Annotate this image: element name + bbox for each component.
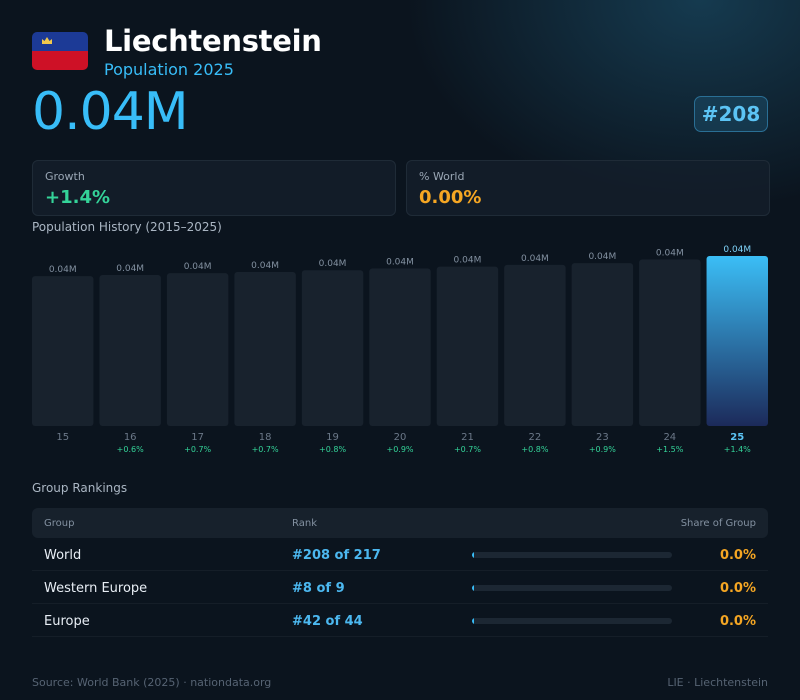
bar-22	[504, 264, 566, 426]
table-row: Western Europe #8 of 9 0.0%	[32, 571, 768, 604]
table-header: Group Rank Share of Group	[32, 508, 768, 538]
value-label: 0.04M	[656, 249, 684, 259]
growth-value: +1.4%	[45, 187, 111, 208]
growth-label: +1.5%	[656, 445, 683, 454]
value-label: 0.04M	[116, 264, 144, 274]
row-rank: #208 of 217	[292, 548, 381, 563]
bar-16	[99, 274, 161, 426]
tick-label: 19	[326, 432, 339, 443]
share-bar	[472, 552, 672, 558]
liechtenstein-flag-icon	[32, 32, 88, 70]
growth-label: +0.7%	[184, 445, 211, 454]
header-group: Group	[44, 518, 75, 529]
row-group: Europe	[44, 614, 90, 629]
world-share-label: % World	[419, 170, 465, 183]
value-label: 0.04M	[521, 254, 549, 264]
tick-label: 17	[191, 432, 204, 443]
tick-label: 16	[124, 432, 137, 443]
growth-card: Growth +1.4%	[32, 160, 396, 216]
row-group: World	[44, 548, 82, 563]
tick-label: 24	[663, 432, 676, 443]
growth-label: +0.8%	[319, 445, 346, 454]
row-share: 0.0%	[719, 614, 756, 629]
row-rank: #42 of 44	[292, 614, 363, 629]
value-label: 0.04M	[251, 261, 279, 271]
rankings-table: Group Rank Share of Group World #208 of …	[32, 508, 768, 637]
tick-label: 15	[56, 432, 69, 443]
bar-25	[706, 256, 768, 426]
world-share-card: % World 0.00%	[406, 160, 770, 216]
growth-label: Growth	[45, 170, 85, 183]
row-share: 0.0%	[719, 581, 756, 596]
tick-label: 18	[259, 432, 272, 443]
share-bar	[472, 618, 672, 624]
bar-15	[32, 276, 94, 426]
footer-source: Source: World Bank (2025) · nationdata.o…	[32, 676, 272, 689]
table-row: World #208 of 217 0.0%	[32, 538, 768, 571]
bar-23	[571, 263, 634, 426]
tick-label: 21	[461, 432, 474, 443]
growth-label: +0.9%	[386, 445, 413, 454]
growth-label: +1.4%	[724, 445, 751, 454]
country-title: Liechtenstein	[104, 24, 322, 58]
crown-icon	[42, 37, 52, 44]
value-label: 0.04M	[723, 245, 751, 255]
tick-label: 23	[596, 432, 609, 443]
growth-label: +0.6%	[117, 445, 144, 454]
growth-label: +0.7%	[252, 445, 279, 454]
bar-17	[166, 273, 229, 426]
growth-label: +0.8%	[521, 445, 548, 454]
value-label: 0.04M	[386, 257, 414, 267]
population-history-chart: 0.04M 15 0.04M 16 +0.6% 0.04M 17 +0.7% 0.04M 18 +0…	[32, 245, 768, 454]
growth-label: +0.7%	[454, 445, 481, 454]
growth-label: +0.9%	[589, 445, 616, 454]
population-value: 0.04M	[32, 82, 189, 142]
tick-label: 22	[529, 432, 542, 443]
bar-24	[639, 259, 701, 426]
row-rank: #8 of 9	[292, 581, 345, 596]
footer-country-code: LIE · Liechtenstein	[667, 676, 768, 689]
rank-badge: #208	[694, 96, 768, 132]
value-label: 0.04M	[588, 252, 616, 262]
value-label: 0.04M	[184, 262, 212, 272]
header-share: Share of Group	[680, 518, 756, 529]
bar-20	[369, 268, 431, 426]
value-label: 0.04M	[319, 259, 347, 269]
bar-18	[234, 272, 296, 426]
header-rank: Rank	[292, 518, 317, 529]
value-label: 0.04M	[49, 265, 77, 275]
bar-19	[301, 270, 364, 426]
history-title: Population History (2015–2025)	[32, 220, 222, 234]
bar-21	[436, 266, 499, 426]
value-label: 0.04M	[454, 256, 482, 266]
row-share: 0.0%	[719, 548, 756, 563]
rankings-title: Group Rankings	[32, 481, 128, 495]
page-subtitle: Population 2025	[104, 60, 234, 79]
share-bar	[472, 585, 672, 591]
world-share-value: 0.00%	[419, 187, 482, 208]
row-group: Western Europe	[44, 581, 148, 596]
table-row: Europe #42 of 44 0.0%	[32, 604, 768, 637]
tick-label: 25	[730, 432, 744, 443]
tick-label: 20	[394, 432, 407, 443]
